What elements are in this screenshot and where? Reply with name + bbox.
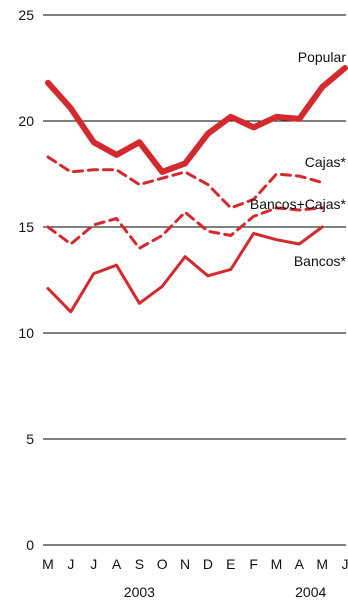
series-line-bancos-cajas [46,206,324,250]
y-tick-label: 0 [26,537,34,553]
series-label-popular: Popular [298,49,347,65]
x-tick-label: M [271,556,283,572]
year-label: 2003 [124,584,155,600]
x-tick-label: M [316,556,328,572]
x-tick-label: M [42,556,54,572]
y-tick-labels: 0 5 10 15 20 25 [18,7,34,553]
x-tick-label: N [180,556,190,572]
x-tick-label: J [67,556,74,572]
series-label-cajas: Cajas* [305,154,347,170]
x-tick-label: S [135,556,144,572]
x-tick-label: F [249,556,258,572]
y-tick-label: 15 [18,219,34,235]
y-tick-label: 25 [18,7,34,23]
x-tick-label: J [90,556,97,572]
series-label-bancos-cajas: Bancos+Cajas* [250,196,347,212]
series-line-cajas [46,155,324,210]
year-label: 2004 [295,584,326,600]
series-line-bancos [46,225,324,314]
x-tick-label: A [295,556,305,572]
y-tick-label: 20 [18,113,34,129]
year-labels: 2003 2004 [124,584,327,600]
x-tick-label: E [226,556,235,572]
x-tick-label: D [203,556,213,572]
y-tick-label: 10 [18,325,34,341]
x-tick-label: O [157,556,168,572]
series-label-bancos: Bancos* [294,253,347,269]
gridlines [43,14,346,546]
y-tick-label: 5 [26,431,34,447]
series-lines [45,65,348,314]
x-tick-label: A [112,556,122,572]
x-tick-label: J [342,556,348,572]
series-labels: Popular Cajas* Bancos+Cajas* Bancos* [250,49,347,269]
series-line-popular [45,65,348,175]
